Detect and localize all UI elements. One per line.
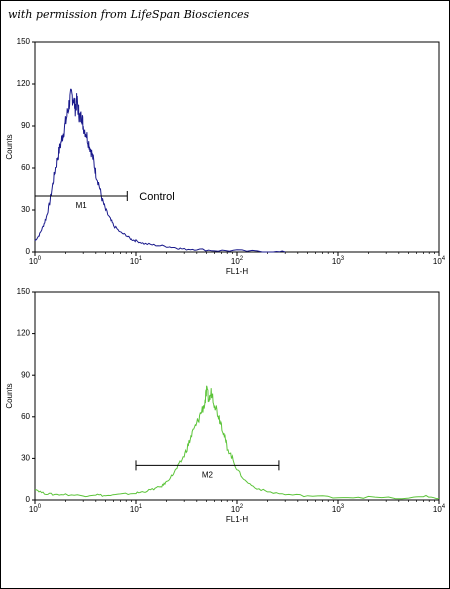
chart2-x-axis-label: FL1-H: [226, 515, 248, 524]
chart2-x-tick-label: 102: [231, 504, 244, 514]
chart1-y-tick-label: 60: [21, 163, 30, 172]
chart1-x-tick-label: 104: [433, 256, 446, 266]
chart1-y-tick-label: 90: [21, 121, 30, 130]
chart2-y-axis-label: Counts: [5, 383, 14, 408]
chart2-histogram-line: [34, 385, 439, 500]
chart2-y-tick-label: 30: [21, 454, 30, 463]
chart1-annotation-label: Control: [139, 191, 174, 203]
chart2-x-tick-label: 101: [130, 504, 143, 514]
chart2-y-tick-label: 90: [21, 370, 30, 379]
chart2-y-tick-label: 60: [21, 412, 30, 421]
chart1-y-axis-label: Counts: [5, 134, 14, 159]
chart1-y-tick-label: 150: [17, 37, 31, 46]
permission-caption: with permission from LifeSpan Bioscience…: [8, 8, 250, 21]
chart2-x-tick-label: 100: [29, 504, 42, 514]
chart1-histogram-line: [34, 88, 286, 253]
chart2-x-tick-label: 104: [433, 504, 446, 514]
chart1-x-tick-label: 102: [231, 256, 244, 266]
chart1-x-axis-label: FL1-H: [226, 267, 248, 276]
chart1-y-tick-label: 0: [26, 247, 31, 256]
chart1-x-tick-label: 103: [332, 256, 345, 266]
chart2-plot-frame: [34, 291, 440, 501]
chart2-y-tick-label: 150: [17, 287, 31, 296]
chart1-plot-frame: [34, 41, 440, 253]
chart2-y-tick-label: 120: [17, 329, 31, 338]
chart2-marker-label: M2: [202, 470, 214, 479]
chart1-y-tick-label: 30: [21, 205, 30, 214]
chart1-y-tick-label: 120: [17, 79, 31, 88]
chart2-x-tick-label: 103: [332, 504, 345, 514]
chart1-x-tick-label: 101: [130, 256, 143, 266]
chart1-x-tick-label: 100: [29, 256, 42, 266]
chart2-y-tick-label: 0: [26, 495, 31, 504]
chart1-marker-label: M1: [76, 201, 88, 210]
